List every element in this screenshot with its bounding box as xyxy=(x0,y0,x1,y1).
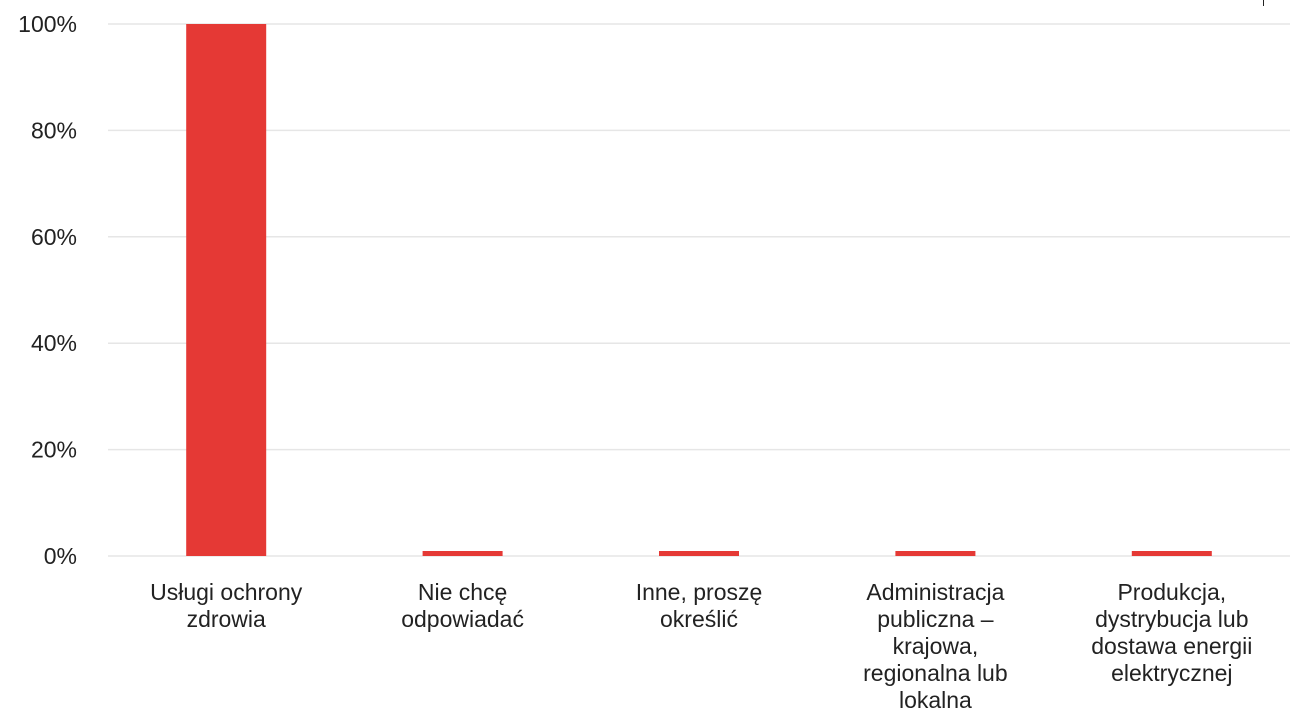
bar xyxy=(895,551,976,556)
gridlines xyxy=(108,23,1290,557)
x-category-label-line: krajowa, xyxy=(893,633,979,659)
y-tick-label: 0% xyxy=(44,543,77,569)
x-category-label-line: Inne, proszę xyxy=(636,579,763,605)
x-category-label-line: odpowiadać xyxy=(401,606,524,632)
x-category-label-line: lokalna xyxy=(899,687,972,713)
x-category-label-line: Produkcja, xyxy=(1117,579,1226,605)
x-category-label-line: publiczna – xyxy=(877,606,994,632)
y-tick-label: 20% xyxy=(31,437,77,463)
bar xyxy=(186,24,267,556)
x-category-label: Inne, proszę określić xyxy=(636,579,763,632)
x-category-label: Nie chcę odpowiadać xyxy=(401,579,524,632)
y-tick-label: 80% xyxy=(31,117,77,143)
x-category-label-line: dystrybucja lub xyxy=(1095,606,1248,632)
x-category-label-line: określić xyxy=(660,606,738,632)
bar xyxy=(1131,551,1212,556)
x-category-label-line: Nie chcę xyxy=(418,579,507,605)
x-category-label: Produkcja, dystrybucja lub dostawa energii… xyxy=(1091,579,1252,686)
x-category-label-line: Administracja xyxy=(866,579,1004,605)
x-category-label-line: Usługi ochrony xyxy=(150,579,303,605)
bars xyxy=(186,24,1212,556)
bar xyxy=(659,551,739,556)
y-axis-ticks: 0% 20% 40% 60% 80% 100% xyxy=(18,11,77,569)
x-axis-labels: Usługi ochrony zdrowia Nie chcę odpowiadać I… xyxy=(150,579,1252,713)
y-tick-label: 100% xyxy=(18,11,77,37)
edge-tick-mark xyxy=(1262,0,1264,6)
x-category-label-line: zdrowia xyxy=(187,606,266,632)
x-category-label-line: elektrycznej xyxy=(1111,660,1232,686)
x-category-label: Usługi ochrony zdrowia xyxy=(150,579,303,632)
x-category-label-line: dostawa energii xyxy=(1091,633,1252,659)
x-category-label-line: regionalna lub xyxy=(863,660,1008,686)
y-tick-label: 40% xyxy=(31,330,77,356)
y-tick-label: 60% xyxy=(31,224,77,250)
x-category-label: Administracja publiczna – krajowa, regional… xyxy=(863,579,1008,713)
bar xyxy=(422,551,503,556)
